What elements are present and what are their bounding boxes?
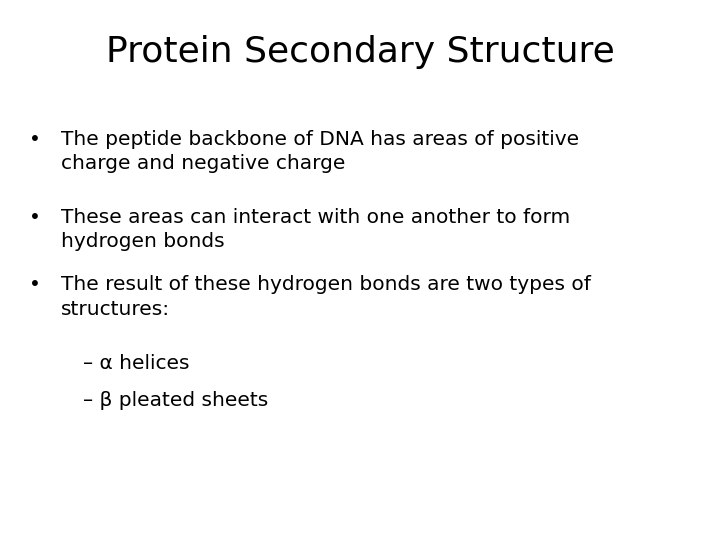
Text: The result of these hydrogen bonds are two types of
structures:: The result of these hydrogen bonds are t… [61,275,591,319]
Text: Protein Secondary Structure: Protein Secondary Structure [106,35,614,69]
Text: – α helices: – α helices [83,354,189,373]
Text: The peptide backbone of DNA has areas of positive
charge and negative charge: The peptide backbone of DNA has areas of… [61,130,580,173]
Text: •: • [29,130,40,148]
Text: These areas can interact with one another to form
hydrogen bonds: These areas can interact with one anothe… [61,208,570,251]
Text: •: • [29,208,40,227]
Text: – β pleated sheets: – β pleated sheets [83,392,268,410]
Text: •: • [29,275,40,294]
